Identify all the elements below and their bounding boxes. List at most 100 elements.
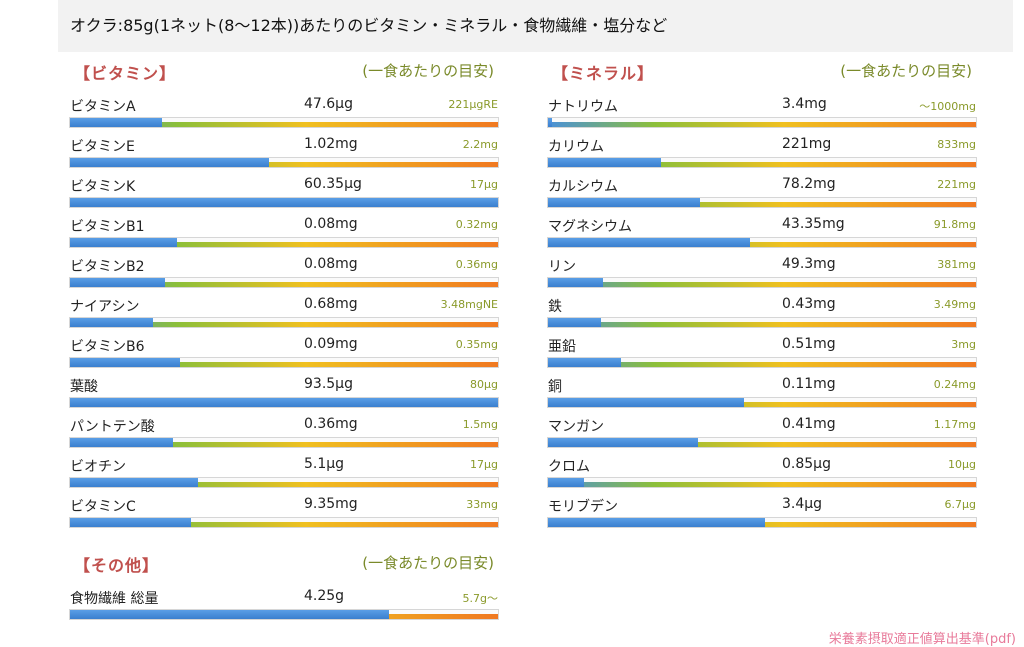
nutrient-target: 33mg	[466, 498, 498, 511]
nutrient-target: 10μg	[948, 458, 976, 471]
nutrient-name: カルシウム	[548, 179, 618, 195]
level-fill	[70, 610, 390, 619]
nutrient-level-bar	[547, 477, 977, 488]
level-scale-gradient	[548, 202, 976, 207]
level-fill	[70, 238, 177, 247]
level-scale-gradient	[70, 442, 498, 447]
nutrient-name: マグネシウム	[548, 219, 632, 235]
mineral-serving-note: (一食あたりの目安)	[840, 62, 972, 80]
nutrient-level-bar	[69, 317, 499, 328]
nutrient-amount: 5.1μg	[304, 456, 345, 472]
nutrient-target: 1.17mg	[933, 418, 976, 431]
nutrient-row: モリブデン 3.4μg 6.7μg	[546, 496, 978, 536]
nutrient-row: クロム 0.85μg 10μg	[546, 456, 978, 496]
level-fill	[70, 278, 166, 287]
level-fill	[70, 318, 154, 327]
nutrient-amount: 4.25g	[304, 588, 345, 604]
nutrient-name: リン	[548, 259, 576, 275]
level-fill	[548, 398, 745, 407]
nutrient-name: 葉酸	[70, 379, 98, 395]
source-pdf-link[interactable]: 栄養素摂取適正値算出基準(pdf)	[828, 632, 1016, 647]
nutrient-target: 0.36mg	[455, 258, 498, 271]
nutrient-target: 0.35mg	[455, 338, 498, 351]
other-heading: 【その他】	[74, 556, 160, 575]
nutrient-row: マンガン 0.41mg 1.17mg	[546, 416, 978, 456]
nutrient-amount: 60.35μg	[304, 176, 362, 192]
nutrient-amount: 47.6μg	[304, 96, 353, 112]
level-scale-gradient	[548, 122, 976, 127]
nutrient-level-bar	[69, 157, 499, 168]
nutrient-level-bar	[547, 117, 977, 128]
nutrient-name: ナトリウム	[548, 99, 618, 115]
nutrient-amount: 0.43mg	[782, 296, 836, 312]
nutrient-level-bar	[69, 197, 499, 208]
nutrient-level-bar	[69, 357, 499, 368]
nutrient-level-bar	[547, 437, 977, 448]
nutrient-target: 1.5mg	[462, 418, 498, 431]
nutrient-name: 食物繊維 総量	[70, 591, 159, 607]
other-list: 食物繊維 総量 4.25g 5.7g〜	[68, 588, 500, 628]
level-fill	[548, 278, 604, 287]
nutrient-row: パントテン酸 0.36mg 1.5mg	[68, 416, 500, 456]
level-scale-gradient	[548, 282, 976, 287]
nutrient-level-bar	[547, 237, 977, 248]
level-fill	[70, 198, 498, 207]
nutrient-row: カリウム 221mg 833mg	[546, 136, 978, 176]
level-fill	[548, 438, 698, 447]
nutrient-row: カルシウム 78.2mg 221mg	[546, 176, 978, 216]
nutrient-level-bar	[69, 397, 499, 408]
nutrient-name: パントテン酸	[70, 419, 155, 435]
nutrient-name: ナイアシン	[70, 299, 140, 315]
nutrient-level-bar	[547, 317, 977, 328]
nutrient-level-bar	[547, 357, 977, 368]
nutrient-target: 6.7μg	[944, 498, 976, 511]
mineral-section-header: 【ミネラル】 (一食あたりの目安)	[546, 52, 978, 96]
mineral-list: ナトリウム 3.4mg 〜1000mg カリウム 221mg 833mg カルシウム 78.2…	[546, 96, 978, 536]
nutrient-amount: 0.11mg	[782, 376, 836, 392]
level-scale-gradient	[548, 442, 976, 447]
level-fill	[548, 478, 585, 487]
nutrient-row: 鉄 0.43mg 3.49mg	[546, 296, 978, 336]
nutrient-level-bar	[547, 397, 977, 408]
nutrient-amount: 1.02mg	[304, 136, 358, 152]
nutrient-target: 0.24mg	[933, 378, 976, 391]
nutrient-row: 葉酸 93.5μg 80μg	[68, 376, 500, 416]
level-scale-gradient	[548, 322, 976, 327]
nutrient-name: 亜鉛	[548, 339, 576, 355]
nutrient-amount: 3.4μg	[782, 496, 823, 512]
nutrient-level-bar	[69, 277, 499, 288]
vitamin-serving-note: (一食あたりの目安)	[362, 62, 494, 80]
level-scale-gradient	[70, 482, 498, 487]
level-fill	[548, 318, 601, 327]
mineral-section: 【ミネラル】 (一食あたりの目安) ナトリウム 3.4mg 〜1000mg カリウム 2…	[546, 52, 978, 536]
vitamin-list: ビタミンA 47.6μg 221μgRE ビタミンE 1.02mg 2.2mg ビタミンK 6…	[68, 96, 500, 536]
nutrient-row: ビタミンB2 0.08mg 0.36mg	[68, 256, 500, 296]
mineral-heading: 【ミネラル】	[552, 64, 655, 83]
nutrient-name: ビタミンA	[70, 99, 136, 115]
nutrient-target: 3.48mgNE	[440, 298, 498, 311]
nutrient-name: ビタミンC	[70, 499, 136, 515]
nutrient-target: 221mg	[937, 178, 976, 191]
nutrient-target: 17μg	[470, 458, 498, 471]
nutrient-row: 亜鉛 0.51mg 3mg	[546, 336, 978, 376]
nutrient-name: 鉄	[548, 299, 562, 315]
nutrient-level-bar	[547, 197, 977, 208]
nutrient-level-bar	[69, 437, 499, 448]
nutrient-target: 0.32mg	[455, 218, 498, 231]
nutrient-amount: 221mg	[782, 136, 832, 152]
other-serving-note: (一食あたりの目安)	[362, 554, 494, 572]
nutrient-amount: 0.08mg	[304, 216, 358, 232]
nutrient-amount: 9.35mg	[304, 496, 358, 512]
nutrient-level-bar	[69, 609, 499, 620]
nutrient-name: ビタミンB1	[70, 219, 145, 235]
nutrient-level-bar	[547, 277, 977, 288]
nutrient-amount: 43.35mg	[782, 216, 845, 232]
nutrient-row: 食物繊維 総量 4.25g 5.7g〜	[68, 588, 500, 628]
level-fill	[70, 158, 270, 167]
nutrient-amount: 93.5μg	[304, 376, 353, 392]
nutrient-amount: 0.08mg	[304, 256, 358, 272]
nutrient-row: ビタミンB6 0.09mg 0.35mg	[68, 336, 500, 376]
nutrient-row: ビタミンA 47.6μg 221μgRE	[68, 96, 500, 136]
level-fill	[548, 238, 751, 247]
level-scale-gradient	[70, 362, 498, 367]
